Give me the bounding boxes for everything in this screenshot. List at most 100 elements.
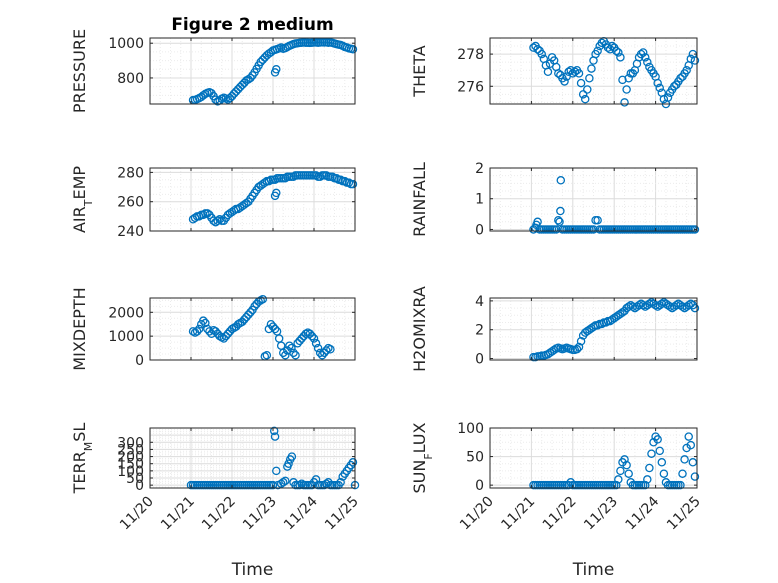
axes-box [489, 167, 698, 232]
y-tick-label: 240 [117, 224, 144, 240]
data-point [620, 98, 629, 107]
data-point [348, 179, 358, 189]
data-point [272, 65, 281, 74]
data-point [624, 469, 633, 478]
y-tick-label: 1000 [108, 329, 144, 345]
data-point [240, 315, 249, 324]
data-point [281, 476, 290, 486]
data-points [529, 432, 700, 490]
data-point [614, 475, 623, 484]
data-point [589, 225, 598, 234]
data-point [638, 300, 648, 310]
data-point [663, 93, 673, 102]
data-point [289, 348, 298, 358]
data-point [305, 329, 315, 339]
data-point [549, 345, 559, 355]
x-tick-label: 11/22 [199, 494, 239, 534]
data-point [533, 45, 542, 54]
data-point [219, 334, 229, 343]
data-point [597, 38, 607, 48]
x-tick-label: 11/22 [540, 494, 580, 534]
data-points [529, 176, 700, 234]
axes-box [489, 427, 698, 489]
data-point [665, 302, 675, 311]
data-point [295, 480, 304, 490]
data-point [574, 69, 584, 78]
y-tick-label: 0 [135, 478, 144, 494]
data-point [678, 302, 687, 311]
data-point [291, 350, 300, 360]
x-axis-label: Time [231, 560, 274, 580]
data-point [250, 302, 259, 311]
data-point [194, 324, 204, 334]
data-points [529, 36, 700, 109]
data-point [647, 449, 656, 458]
y-tick-label: 50 [126, 471, 144, 487]
y-tick-label: 1000 [108, 36, 144, 52]
data-point [612, 46, 621, 56]
data-point [287, 452, 297, 461]
data-point [262, 350, 272, 360]
data-point [532, 220, 541, 230]
data-point [676, 73, 685, 83]
data-point [209, 216, 218, 225]
data-point [322, 479, 331, 488]
y-axis-label: THETA [410, 45, 429, 97]
y-axis-label: PRESSURE [70, 29, 89, 113]
data-point [215, 215, 224, 224]
data-point [266, 319, 276, 329]
data-point [651, 300, 660, 310]
x-tick-label: 11/24 [281, 493, 321, 533]
data-point [297, 334, 306, 343]
data-point [564, 67, 573, 77]
data-points [188, 171, 358, 227]
data-point [659, 469, 669, 478]
y-tick-label: 2 [475, 161, 484, 177]
y-tick-label: 0 [475, 478, 484, 494]
data-point [672, 300, 681, 310]
data-point [344, 178, 354, 187]
data-point [264, 324, 274, 334]
data-point [686, 54, 696, 64]
grid [489, 298, 698, 360]
data-point [686, 440, 696, 450]
y-tick-label: 150 [117, 457, 144, 473]
data-point [205, 327, 214, 336]
data-point [278, 478, 288, 487]
grid [149, 427, 356, 488]
data-point [657, 299, 667, 309]
data-point [678, 469, 687, 478]
data-point [272, 188, 281, 198]
data-point [285, 341, 294, 350]
data-point [237, 317, 247, 327]
y-tick-label: 200 [117, 450, 144, 466]
data-point [690, 303, 700, 313]
data-point [307, 331, 317, 341]
y-tick-label: 1 [475, 192, 484, 208]
data-point [293, 339, 302, 348]
data-point [578, 90, 588, 99]
data-point [313, 343, 323, 353]
data-point [556, 176, 566, 185]
data-point [618, 75, 627, 85]
data-point [556, 206, 565, 216]
data-point [246, 308, 255, 317]
data-point [213, 216, 222, 225]
data-point [655, 446, 664, 456]
data-point [641, 480, 650, 490]
subplot-6: 0 2 4 H2OMIXRA [410, 286, 700, 372]
y-tick-label: 100 [457, 421, 484, 437]
data-point [576, 337, 586, 346]
x-tick-label: 11/20 [117, 494, 157, 534]
data-point [268, 480, 278, 490]
data-point [311, 171, 321, 180]
data-point [270, 175, 280, 184]
data-point [269, 426, 279, 436]
data-point [317, 350, 327, 360]
data-point [572, 344, 582, 354]
data-point [645, 299, 654, 309]
y-axis-label: MIXDEPTH [70, 287, 89, 370]
x-tick-label: 11/24 [623, 493, 663, 533]
data-point [628, 302, 638, 311]
